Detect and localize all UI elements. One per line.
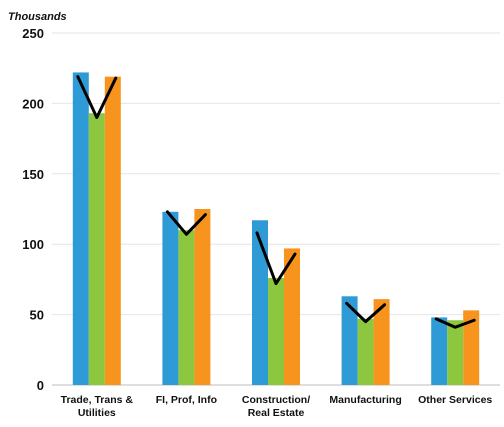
bar [104,76,121,385]
y-axis-ticks: 0 50 100 150 200 250 [22,26,44,393]
bar [178,230,195,385]
y-tick-label: 50 [30,308,44,323]
x-tick-label: Construction/ [242,394,310,406]
bar [162,211,179,385]
x-tick-label: Real Estate [248,407,305,419]
bar [373,299,390,385]
trend-line [76,75,118,119]
bar [88,113,105,386]
x-tick-label: Utilities [78,407,116,419]
bar [431,317,448,385]
y-tick-label: 100 [22,237,44,252]
bar [447,320,464,385]
y-tick-label: 0 [37,378,44,393]
x-tick-label: FI, Prof, Info [156,394,217,406]
x-tick-label: Manufacturing [329,394,401,406]
x-tick-label: Other Services [418,394,492,406]
trend-lines [76,75,476,329]
bar [341,296,358,385]
bar [284,248,300,385]
bar [194,209,211,385]
trend-line [345,301,387,324]
bar [357,318,374,385]
trend-line [255,231,297,286]
bar [72,72,89,385]
bar [268,277,284,385]
bar [463,310,480,385]
grid [52,32,500,386]
trend-line [434,317,476,329]
bars [72,72,480,386]
unit-label: Thousands [8,11,67,23]
y-tick-label: 250 [22,26,44,41]
trend-line [165,210,207,236]
x-tick-label: Trade, Trans & [61,394,134,406]
bar [252,220,268,385]
y-tick-label: 150 [22,167,44,182]
y-tick-label: 200 [22,96,44,111]
x-axis-categories: Trade, Trans &Utilities FI, Prof, Info Con… [61,394,493,419]
